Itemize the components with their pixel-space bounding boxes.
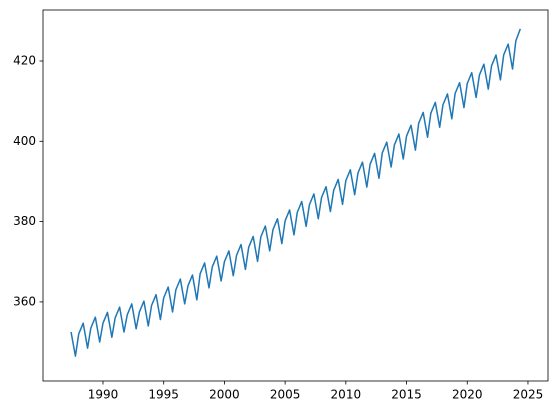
y-tick-label: 400 <box>13 134 36 148</box>
x-tick-label: 1990 <box>88 388 119 402</box>
x-tick-label: 2000 <box>209 388 240 402</box>
y-tick-label: 380 <box>13 214 36 228</box>
line <box>70 28 522 357</box>
x-tick-label: 2005 <box>270 388 301 402</box>
x-tick-label: 2010 <box>331 388 362 402</box>
axes-frame <box>42 9 549 382</box>
x-tick-label: 2015 <box>391 388 422 402</box>
y-tick-label: 360 <box>13 294 36 308</box>
x-tick-label: 2025 <box>513 388 544 402</box>
x-tick-label: 2020 <box>452 388 483 402</box>
x-tick-label: 1995 <box>148 388 179 402</box>
y-tick-label: 420 <box>13 53 36 67</box>
